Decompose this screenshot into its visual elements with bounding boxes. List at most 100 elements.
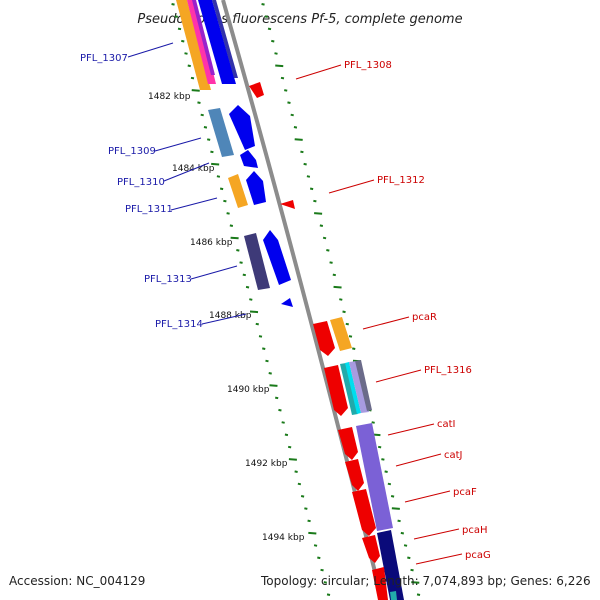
tick-mark bbox=[236, 249, 240, 252]
gene-label[interactable]: PFL_1312 bbox=[377, 175, 425, 186]
tick-mark bbox=[261, 3, 265, 6]
feature-blue-arrowhead bbox=[281, 298, 293, 307]
feature-steelblue-bar bbox=[208, 108, 234, 157]
tick-mark bbox=[306, 175, 311, 178]
tick-mark bbox=[275, 396, 279, 400]
feature-cyan-bar bbox=[345, 362, 361, 414]
tick-mark bbox=[200, 113, 204, 117]
leader-line bbox=[190, 265, 238, 280]
tick-mark bbox=[239, 261, 243, 264]
tick-mark bbox=[309, 187, 314, 191]
scale-label: 1494 kbp bbox=[262, 533, 305, 543]
gene-label[interactable]: PFL_1314 bbox=[155, 319, 203, 330]
leader-line bbox=[163, 162, 210, 182]
gene-label[interactable]: pcaF bbox=[453, 487, 477, 498]
tick-mark bbox=[314, 212, 323, 215]
tick-mark bbox=[326, 593, 331, 596]
gene-label[interactable]: PFL_1308 bbox=[344, 60, 392, 71]
feature-blue-arrow-long bbox=[263, 230, 291, 285]
outer-tick-track bbox=[261, 3, 421, 596]
tick-mark bbox=[255, 322, 259, 326]
gene-label[interactable]: pcaH bbox=[462, 525, 488, 536]
leader-line bbox=[387, 423, 435, 436]
tick-mark bbox=[339, 298, 343, 301]
tick-mark bbox=[206, 138, 211, 141]
leader-line bbox=[127, 42, 174, 58]
tick-mark bbox=[407, 556, 411, 560]
tick-mark bbox=[332, 273, 337, 277]
tick-mark bbox=[416, 593, 421, 596]
gene-label[interactable]: catJ bbox=[444, 450, 463, 461]
leader-line bbox=[201, 313, 247, 325]
inner-tick-track bbox=[171, 3, 331, 596]
tick-mark bbox=[397, 519, 401, 523]
gene-label[interactable]: PFL_1309 bbox=[108, 146, 156, 157]
gene-label[interactable]: PFL_1313 bbox=[144, 274, 192, 285]
tick-mark bbox=[290, 113, 294, 117]
tick-mark bbox=[400, 531, 405, 535]
tick-mark bbox=[223, 199, 227, 203]
leader-line bbox=[404, 490, 451, 503]
feature-orange-box-pcar bbox=[330, 317, 352, 351]
tick-mark bbox=[322, 236, 327, 240]
feature-lavender-bar bbox=[349, 361, 369, 413]
tick-mark bbox=[313, 544, 318, 547]
leader-line bbox=[170, 197, 218, 211]
tick-mark bbox=[381, 458, 385, 461]
feature-teal-bar bbox=[340, 363, 358, 415]
tick-mark bbox=[319, 224, 324, 227]
feature-red-arrowhead bbox=[249, 82, 264, 98]
feature-red-arrowhead-2 bbox=[280, 200, 295, 209]
feature-magenta-bar bbox=[192, 0, 215, 75]
gene-label[interactable]: PFL_1310 bbox=[117, 177, 165, 188]
tick-mark bbox=[390, 495, 395, 498]
tick-mark bbox=[303, 162, 307, 166]
tick-mark bbox=[307, 519, 311, 523]
feature-blue-arrow bbox=[229, 105, 255, 150]
tick-mark bbox=[187, 64, 191, 68]
tick-mark bbox=[274, 52, 278, 55]
tick-mark bbox=[171, 3, 175, 6]
tick-mark bbox=[271, 39, 275, 43]
gene-label[interactable]: pcaG bbox=[465, 550, 491, 561]
tick-mark bbox=[411, 581, 420, 584]
tick-mark bbox=[278, 408, 282, 412]
tick-mark bbox=[284, 89, 288, 92]
tick-mark bbox=[258, 335, 263, 338]
feature-red-arrow-cati bbox=[338, 427, 358, 460]
scale-label: 1482 kbp bbox=[148, 92, 191, 102]
tick-mark bbox=[288, 458, 297, 461]
gene-label[interactable]: PFL_1316 bbox=[424, 365, 472, 376]
gene-label[interactable]: PFL_1307 bbox=[80, 53, 128, 64]
feature-red-arrow-catj bbox=[345, 459, 364, 491]
gene-label[interactable]: pcaR bbox=[412, 312, 437, 323]
tick-mark bbox=[329, 261, 333, 264]
tick-mark bbox=[181, 39, 185, 43]
gene-label[interactable]: PFL_1311 bbox=[125, 204, 173, 215]
tick-mark bbox=[294, 138, 303, 141]
feature-orange-box bbox=[228, 174, 248, 208]
tick-mark bbox=[297, 482, 302, 486]
tick-mark bbox=[269, 384, 278, 387]
tick-mark bbox=[242, 273, 247, 277]
leader-line bbox=[154, 137, 202, 152]
tick-mark bbox=[387, 482, 392, 486]
scale-label: 1490 kbp bbox=[227, 385, 270, 395]
feature-blue-bar bbox=[198, 0, 236, 84]
tick-mark bbox=[320, 568, 324, 572]
tick-mark bbox=[287, 445, 292, 449]
tick-mark bbox=[352, 347, 356, 350]
tick-mark bbox=[275, 64, 284, 68]
tick-mark bbox=[210, 150, 214, 154]
tick-mark bbox=[184, 52, 188, 55]
feature-blue-edge bbox=[212, 0, 238, 78]
tick-mark bbox=[249, 310, 259, 314]
tick-mark bbox=[284, 433, 289, 437]
feature-teal-bottom bbox=[390, 591, 397, 600]
tick-mark bbox=[226, 212, 230, 215]
tick-mark bbox=[265, 359, 269, 363]
gene-label[interactable]: catI bbox=[437, 419, 456, 430]
feature-darkpurple-bar bbox=[244, 233, 270, 290]
tick-mark bbox=[264, 15, 268, 18]
